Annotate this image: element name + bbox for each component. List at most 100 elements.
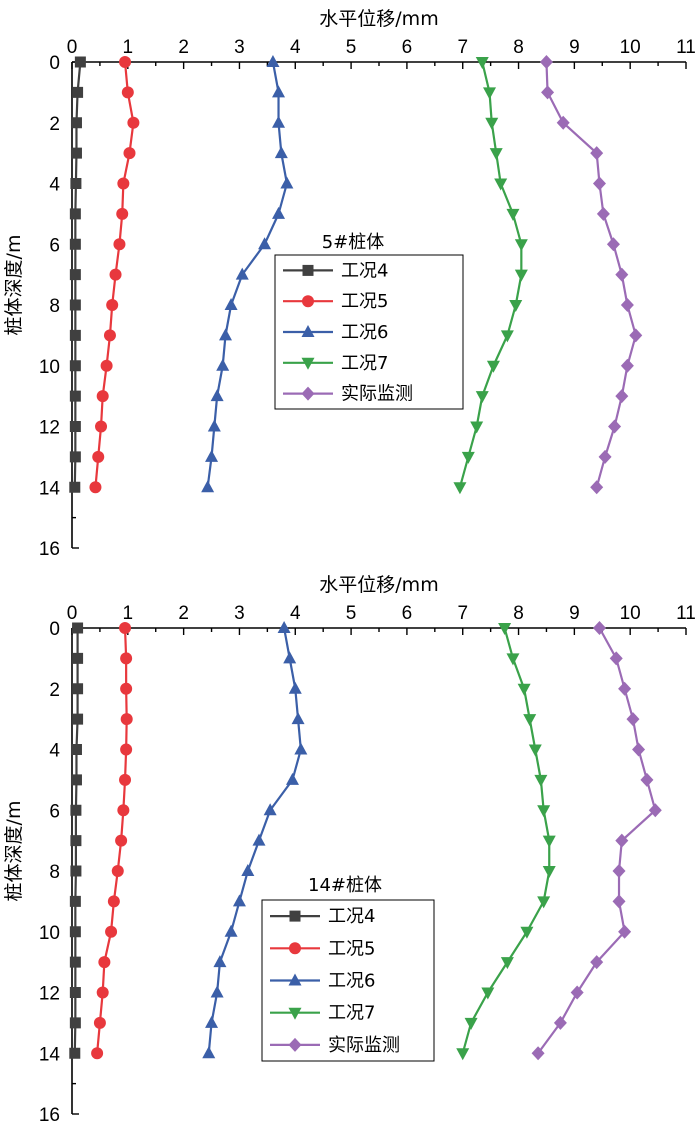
data-point <box>481 987 495 1000</box>
legend-marker <box>289 942 301 955</box>
x-tick-label: 2 <box>178 603 189 624</box>
data-point <box>272 85 286 98</box>
data-point <box>70 178 82 189</box>
data-point <box>612 894 626 909</box>
data-point <box>500 330 514 343</box>
y-tick-label: 14 <box>39 478 61 499</box>
data-point <box>241 864 255 876</box>
series-工况7 <box>453 57 528 495</box>
data-point <box>100 359 113 372</box>
chart-5-pile: 0 1 2 3 4 5 6 7 8 9 10 110246810121416水平位移/mm桩体深度/m… <box>3 8 696 560</box>
data-point <box>120 743 133 756</box>
data-point <box>119 773 132 786</box>
data-point <box>590 480 604 495</box>
x-tick-label: 8 <box>513 603 524 624</box>
data-point <box>119 56 132 68</box>
data-point <box>69 329 81 341</box>
data-point <box>592 176 606 191</box>
data-point <box>523 714 537 727</box>
data-point <box>72 713 84 725</box>
data-point <box>69 421 81 432</box>
data-point <box>590 955 604 970</box>
data-point <box>69 895 81 907</box>
legend-marker <box>302 295 314 308</box>
data-point <box>539 55 553 69</box>
legend-label: 工况4 <box>328 906 375 927</box>
data-point <box>475 391 489 404</box>
legend-marker <box>301 357 315 370</box>
data-point <box>72 652 84 664</box>
data-point <box>640 772 654 787</box>
legend-label: 工况5 <box>341 291 388 312</box>
series-工况5 <box>91 622 133 1060</box>
data-point <box>113 238 126 251</box>
y-tick-label: 4 <box>49 175 60 196</box>
data-point <box>213 955 227 968</box>
data-point <box>69 956 81 968</box>
data-point <box>127 116 140 129</box>
x-tick-label: 0 <box>67 37 78 58</box>
data-point <box>120 652 133 665</box>
data-point <box>210 985 224 998</box>
legend-box <box>261 899 435 1062</box>
legend-label: 工况5 <box>328 938 375 959</box>
x-tick-label: 5 <box>346 603 357 624</box>
data-point <box>69 1017 81 1029</box>
series-工况5 <box>89 56 140 494</box>
legend-title: 5#桩体 <box>322 232 385 253</box>
data-point <box>570 985 584 1000</box>
legend-marker <box>302 264 314 276</box>
legend-marker <box>289 910 301 922</box>
data-point <box>116 207 129 220</box>
data-point <box>274 146 288 159</box>
x-tick-label: 3 <box>234 603 245 624</box>
data-point <box>216 358 230 371</box>
x-tick-label: 5 <box>346 37 357 58</box>
data-point <box>70 117 82 129</box>
x-tick-label: 6 <box>402 603 413 624</box>
data-point <box>96 390 109 403</box>
data-point <box>494 178 508 191</box>
data-point <box>95 420 108 433</box>
data-point <box>485 117 499 130</box>
data-point <box>109 268 122 281</box>
x-tick-label: 2 <box>178 37 189 58</box>
data-point <box>69 208 81 220</box>
data-point <box>618 924 632 939</box>
data-point <box>609 651 623 666</box>
data-point <box>117 804 130 817</box>
data-point <box>514 239 528 252</box>
legend-label: 工况7 <box>341 353 388 374</box>
data-point <box>210 389 224 402</box>
x-tick-label: 3 <box>234 37 245 58</box>
data-point <box>528 744 542 757</box>
y-axis-title: 桩体深度/m <box>3 801 25 902</box>
data-point <box>618 681 632 696</box>
data-point <box>117 177 130 190</box>
data-point <box>531 1046 545 1061</box>
series-实际监测 <box>539 55 643 495</box>
y-tick-label: 6 <box>49 235 60 256</box>
x-tick-label: 1 <box>123 37 134 58</box>
data-point <box>201 480 215 493</box>
series-line <box>461 627 551 1054</box>
data-point <box>500 957 514 970</box>
data-point <box>486 360 500 373</box>
data-point <box>72 86 84 98</box>
data-point <box>70 744 82 755</box>
y-tick-label: 12 <box>39 418 60 439</box>
data-point <box>70 835 82 847</box>
data-point <box>537 805 551 818</box>
data-point <box>470 421 484 434</box>
legend-label: 工况6 <box>341 322 388 343</box>
data-point <box>280 176 294 189</box>
data-point <box>277 621 291 633</box>
data-point <box>541 85 555 100</box>
data-point <box>91 1047 104 1060</box>
data-point <box>498 623 512 635</box>
data-point <box>205 1015 219 1028</box>
data-point <box>107 895 120 908</box>
data-point <box>542 866 556 878</box>
data-point <box>506 208 520 221</box>
